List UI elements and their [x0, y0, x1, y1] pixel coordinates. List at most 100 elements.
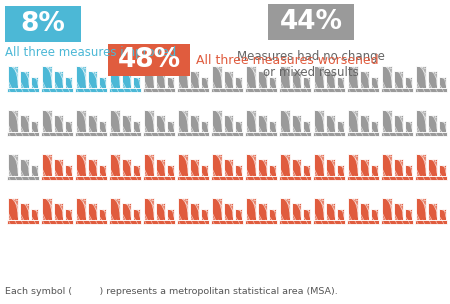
Bar [405, 165, 412, 176]
Bar [190, 203, 199, 220]
Bar [382, 154, 392, 176]
Bar [235, 77, 242, 88]
Bar [279, 220, 311, 224]
Bar [246, 110, 256, 132]
Bar [347, 176, 379, 180]
Bar [54, 71, 63, 88]
Bar [313, 132, 345, 136]
Bar [41, 132, 73, 136]
Bar [110, 110, 120, 132]
Bar [246, 198, 256, 220]
Bar [245, 220, 277, 224]
Text: Each symbol (       ) represents a metropolitan statistical area (MSA).: Each symbol ( ) represents a metropolita… [5, 287, 338, 296]
Bar [75, 176, 107, 180]
Bar [8, 154, 18, 176]
Bar [42, 110, 52, 132]
Bar [258, 159, 267, 176]
Bar [143, 88, 175, 92]
Bar [76, 110, 86, 132]
Bar [416, 66, 426, 88]
Bar [41, 88, 73, 92]
Bar [75, 132, 107, 136]
Bar [235, 165, 242, 176]
Bar [167, 209, 174, 220]
Bar [167, 165, 174, 176]
Bar [108, 44, 190, 76]
Bar [279, 176, 311, 180]
Bar [428, 115, 437, 132]
Bar [109, 88, 141, 92]
Bar [326, 203, 335, 220]
Bar [415, 132, 447, 136]
Bar [428, 159, 437, 176]
Bar [201, 77, 208, 88]
Bar [178, 66, 188, 88]
Bar [326, 159, 335, 176]
Bar [279, 88, 311, 92]
Bar [65, 209, 72, 220]
Bar [314, 110, 324, 132]
Bar [280, 110, 290, 132]
Bar [428, 203, 437, 220]
Bar [156, 115, 165, 132]
Bar [348, 110, 358, 132]
Bar [7, 220, 39, 224]
Bar [405, 121, 412, 132]
Bar [201, 165, 208, 176]
Bar [394, 203, 403, 220]
Bar [122, 71, 131, 88]
Bar [381, 176, 413, 180]
Bar [381, 132, 413, 136]
Bar [439, 121, 446, 132]
Bar [177, 220, 209, 224]
Bar [313, 176, 345, 180]
Bar [269, 77, 276, 88]
Bar [211, 220, 243, 224]
Bar [54, 203, 63, 220]
Bar [20, 71, 29, 88]
Bar [110, 66, 120, 88]
Bar [258, 115, 267, 132]
Bar [42, 154, 52, 176]
Bar [7, 132, 39, 136]
Bar [110, 154, 120, 176]
Bar [337, 121, 344, 132]
Bar [122, 159, 131, 176]
Bar [76, 198, 86, 220]
Bar [76, 154, 86, 176]
Bar [224, 71, 233, 88]
Bar [347, 132, 379, 136]
Bar [382, 110, 392, 132]
Bar [211, 176, 243, 180]
Bar [88, 203, 97, 220]
Bar [110, 198, 120, 220]
Bar [348, 154, 358, 176]
Bar [235, 121, 242, 132]
Bar [360, 203, 369, 220]
Bar [133, 165, 140, 176]
Bar [8, 66, 18, 88]
Bar [303, 77, 310, 88]
Bar [177, 132, 209, 136]
Bar [313, 88, 345, 92]
Bar [269, 209, 276, 220]
Bar [258, 71, 267, 88]
Bar [144, 154, 154, 176]
Bar [347, 88, 379, 92]
Bar [416, 154, 426, 176]
Bar [428, 71, 437, 88]
Bar [31, 121, 38, 132]
Bar [268, 4, 354, 40]
Bar [65, 121, 72, 132]
Bar [5, 6, 81, 42]
Bar [394, 159, 403, 176]
Bar [88, 115, 97, 132]
Bar [371, 121, 378, 132]
Bar [190, 71, 199, 88]
Bar [7, 176, 39, 180]
Bar [303, 209, 310, 220]
Bar [122, 115, 131, 132]
Bar [416, 110, 426, 132]
Bar [394, 115, 403, 132]
Bar [167, 121, 174, 132]
